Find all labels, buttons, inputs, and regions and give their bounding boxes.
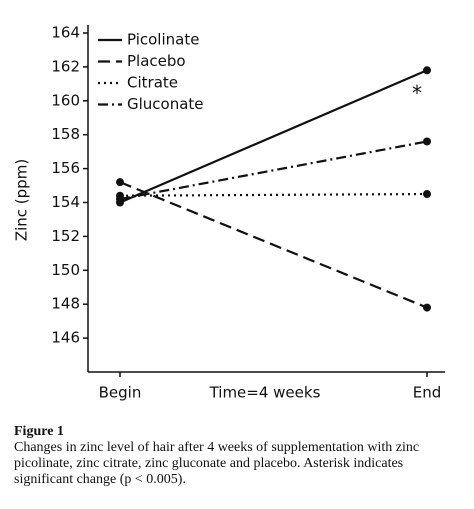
y-tick-label: 152	[51, 227, 80, 245]
caption-label: Figure 1	[14, 424, 64, 439]
y-tick-label: 150	[51, 261, 80, 279]
data-point	[423, 303, 431, 312]
y-tick-label: 146	[51, 329, 80, 347]
data-point	[423, 66, 431, 75]
y-tick-label: 148	[51, 295, 80, 313]
x-axis-label: Time=4 weeks	[209, 384, 321, 402]
y-axis-label: Zinc (ppm)	[13, 159, 31, 241]
series-line	[119, 69, 428, 204]
series-line	[119, 192, 428, 197]
legend-label: Gluconate	[127, 95, 204, 113]
data-point	[116, 178, 124, 187]
data-point	[423, 137, 431, 146]
caption-text: Changes in zinc level of hair after 4 we…	[14, 440, 420, 487]
legend-label: Citrate	[127, 74, 178, 92]
y-tick-label: 156	[51, 159, 80, 177]
chart: Zinc (ppm) Time=4 weeks 146 148 150 152 154 1…	[13, 24, 445, 402]
annotation: *	[412, 81, 422, 105]
y-tick-label: 154	[51, 193, 80, 211]
series-line	[119, 181, 428, 309]
y-tick-label: 162	[51, 57, 80, 75]
x-tick-label: End	[413, 384, 442, 402]
data-point	[423, 190, 431, 199]
y-tick-label: 158	[51, 125, 80, 143]
x-tick-label: Begin	[99, 384, 142, 402]
data-point	[116, 195, 124, 204]
y-tick-label: 160	[51, 91, 80, 109]
caption: Figure 1 Changes in zinc level of hair a…	[14, 424, 464, 488]
series-line	[119, 140, 428, 201]
legend-label: Picolinate	[127, 31, 199, 49]
y-tick-label: 164	[51, 24, 80, 42]
legend-label: Placebo	[127, 52, 186, 70]
